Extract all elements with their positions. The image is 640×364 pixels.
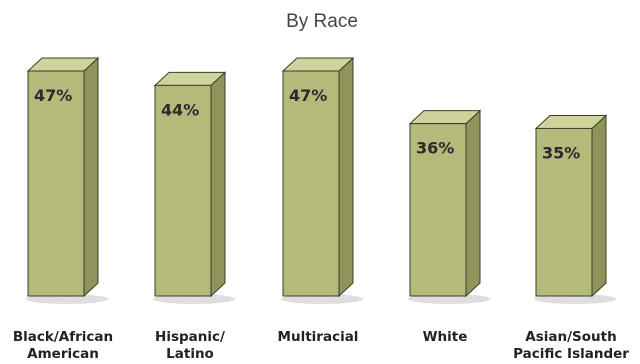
- category-label: Black/African American: [13, 329, 113, 362]
- bar-2: 44%: [153, 71, 235, 304]
- category-label: Multiracial: [278, 329, 359, 345]
- bar-front-face: [409, 123, 467, 297]
- bar-3: 47%: [281, 56, 363, 304]
- bar-side-face: [591, 114, 607, 298]
- category-label: Hispanic/Latino: [155, 329, 225, 362]
- bar-side-face: [465, 109, 481, 298]
- chart-subtitle: By Race: [286, 11, 358, 32]
- bar-value-label: 36%: [416, 139, 454, 158]
- category-labels: Black/African American Hispanic/Latino Mult…: [13, 329, 629, 362]
- category-label: White: [423, 329, 468, 345]
- bar-4: 36%: [408, 109, 490, 304]
- bar-side-face: [83, 56, 99, 298]
- bar-front-face: [27, 70, 85, 297]
- bar-shadow: [153, 294, 235, 304]
- bar-front-face: [282, 70, 340, 297]
- bar-side-face: [338, 56, 354, 298]
- bar-value-label: 47%: [34, 86, 72, 105]
- bar-value-label: 47%: [289, 86, 327, 105]
- bar-value-label: 35%: [542, 143, 580, 162]
- bar-5: 35%: [534, 114, 616, 304]
- bar-value-label: 44%: [161, 100, 199, 119]
- bar-front-face: [154, 84, 212, 297]
- bars-layer: 47% 44% 47% 36% 35%: [26, 56, 616, 304]
- bar-side-face: [210, 71, 226, 298]
- category-label: Asian/South Pacific Islander: [513, 329, 629, 362]
- bar-1: 47%: [26, 56, 108, 304]
- bar-front-face: [535, 127, 593, 297]
